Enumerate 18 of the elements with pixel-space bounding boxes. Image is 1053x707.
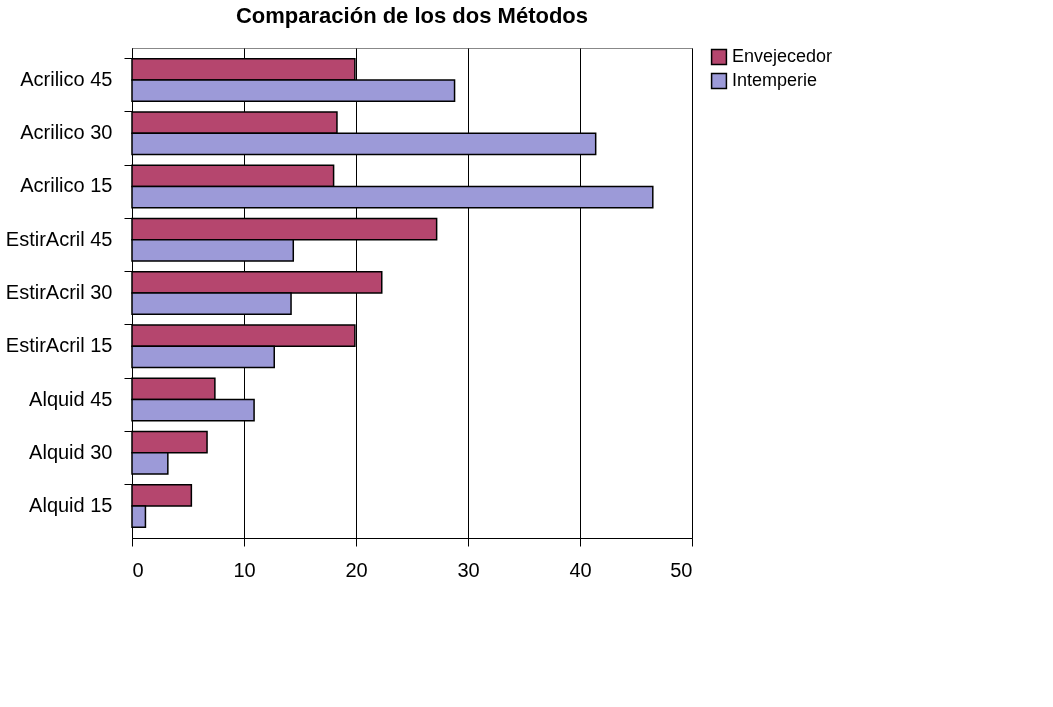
y-tick-label: Alquid 15: [29, 494, 113, 517]
y-tick-label: EstirAcril 15: [5, 334, 113, 357]
x-tick-label: 0: [132, 558, 144, 581]
x-tick-label: 30: [457, 558, 480, 581]
y-tick-label: EstirAcril 30: [5, 281, 113, 303]
x-tick-label: 10: [233, 558, 256, 581]
x-tick-label: 40: [569, 558, 592, 581]
y-tick-label: EstirAcril 45: [5, 227, 113, 250]
y-tick-label: Acrilico 45: [20, 67, 113, 90]
legend-label: Envejecedor: [732, 46, 833, 66]
chart-title: Comparación de los dos Métodos: [235, 3, 589, 28]
y-tick-label: Acrilico 15: [20, 174, 113, 197]
y-tick-label: Alquid 45: [29, 387, 113, 410]
x-tick-label: 20: [345, 558, 368, 581]
y-tick-label: Alquid 30: [29, 440, 113, 463]
legend-label: Intemperie: [732, 70, 818, 90]
y-tick-label: Acrilico 30: [20, 121, 113, 144]
x-tick-label: 50: [670, 558, 693, 581]
